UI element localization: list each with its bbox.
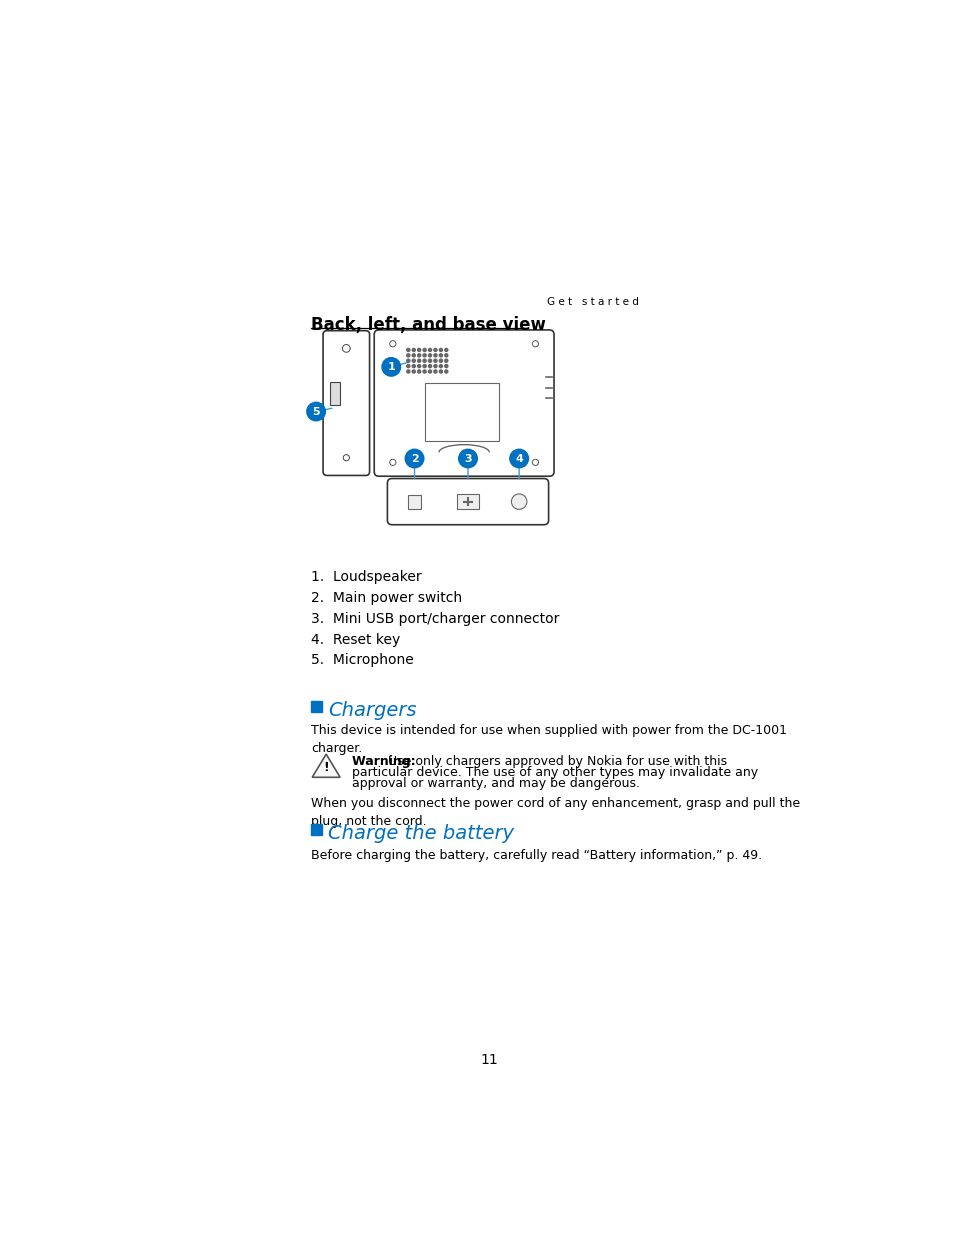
Circle shape <box>434 353 436 357</box>
Circle shape <box>343 454 349 461</box>
Circle shape <box>444 348 447 352</box>
Text: 11: 11 <box>479 1053 497 1067</box>
Text: 2: 2 <box>410 453 418 463</box>
Circle shape <box>461 450 466 454</box>
Polygon shape <box>312 755 340 777</box>
Circle shape <box>390 341 395 347</box>
Text: Before charging the battery, carefully read “Battery information,” p. 49.: Before charging the battery, carefully r… <box>311 848 761 862</box>
Text: 1.  Loudspeaker: 1. Loudspeaker <box>311 571 421 584</box>
Circle shape <box>406 359 410 362</box>
Circle shape <box>406 348 410 352</box>
Bar <box>311 824 322 835</box>
Bar <box>330 383 340 405</box>
Circle shape <box>307 403 325 421</box>
Circle shape <box>509 450 528 468</box>
Circle shape <box>444 353 447 357</box>
Circle shape <box>417 370 420 373</box>
FancyBboxPatch shape <box>374 330 554 477</box>
Circle shape <box>444 364 447 368</box>
Text: 4.  Reset key: 4. Reset key <box>311 632 400 647</box>
Circle shape <box>434 348 436 352</box>
Circle shape <box>439 359 442 362</box>
Circle shape <box>405 450 423 468</box>
Circle shape <box>532 459 537 466</box>
Bar <box>311 701 322 711</box>
Circle shape <box>422 370 426 373</box>
Circle shape <box>406 353 410 357</box>
Bar <box>407 495 421 509</box>
Circle shape <box>458 450 476 468</box>
Text: approval or warranty, and may be dangerous.: approval or warranty, and may be dangero… <box>352 777 639 789</box>
Circle shape <box>417 353 420 357</box>
Circle shape <box>422 348 426 352</box>
Circle shape <box>428 348 431 352</box>
Circle shape <box>434 359 436 362</box>
Circle shape <box>434 370 436 373</box>
Circle shape <box>422 359 426 362</box>
Text: 5: 5 <box>312 406 319 416</box>
Circle shape <box>428 370 431 373</box>
Circle shape <box>422 353 426 357</box>
Circle shape <box>422 364 426 368</box>
Circle shape <box>406 364 410 368</box>
Text: Charge the battery: Charge the battery <box>328 824 514 844</box>
Circle shape <box>412 348 415 352</box>
Circle shape <box>412 364 415 368</box>
Circle shape <box>381 358 400 377</box>
Circle shape <box>428 364 431 368</box>
Bar <box>456 494 478 509</box>
Text: Warning:: Warning: <box>352 755 419 768</box>
Text: 2.  Main power switch: 2. Main power switch <box>311 592 462 605</box>
Circle shape <box>412 359 415 362</box>
Text: 5.  Microphone: 5. Microphone <box>311 653 414 667</box>
Circle shape <box>439 353 442 357</box>
Circle shape <box>439 348 442 352</box>
Text: Back, left, and base view: Back, left, and base view <box>311 316 546 333</box>
Text: particular device. The use of any other types may invalidate any: particular device. The use of any other … <box>352 766 757 779</box>
Text: Use only chargers approved by Nokia for use with this: Use only chargers approved by Nokia for … <box>388 755 726 768</box>
Text: When you disconnect the power cord of any enhancement, grasp and pull the
plug, : When you disconnect the power cord of an… <box>311 797 800 827</box>
Text: G e t   s t a r t e d: G e t s t a r t e d <box>546 296 638 306</box>
Circle shape <box>412 370 415 373</box>
Text: 1: 1 <box>387 362 395 372</box>
FancyBboxPatch shape <box>387 478 548 525</box>
Circle shape <box>439 370 442 373</box>
Circle shape <box>511 494 526 509</box>
Text: !: ! <box>323 761 329 774</box>
Circle shape <box>390 459 395 466</box>
Bar <box>425 383 498 441</box>
Text: 3.  Mini USB port/charger connector: 3. Mini USB port/charger connector <box>311 611 559 626</box>
Circle shape <box>434 364 436 368</box>
Text: 4: 4 <box>515 453 522 463</box>
Text: Chargers: Chargers <box>328 701 416 720</box>
Circle shape <box>428 353 431 357</box>
Circle shape <box>417 359 420 362</box>
Circle shape <box>428 359 431 362</box>
Circle shape <box>342 345 350 352</box>
Circle shape <box>412 353 415 357</box>
Circle shape <box>439 364 442 368</box>
Text: 3: 3 <box>464 453 472 463</box>
Circle shape <box>532 341 537 347</box>
Circle shape <box>444 359 447 362</box>
Text: This device is intended for use when supplied with power from the DC-1001
charge: This device is intended for use when sup… <box>311 724 786 755</box>
Circle shape <box>417 364 420 368</box>
Circle shape <box>444 370 447 373</box>
FancyBboxPatch shape <box>323 331 369 475</box>
Circle shape <box>406 370 410 373</box>
Circle shape <box>417 348 420 352</box>
